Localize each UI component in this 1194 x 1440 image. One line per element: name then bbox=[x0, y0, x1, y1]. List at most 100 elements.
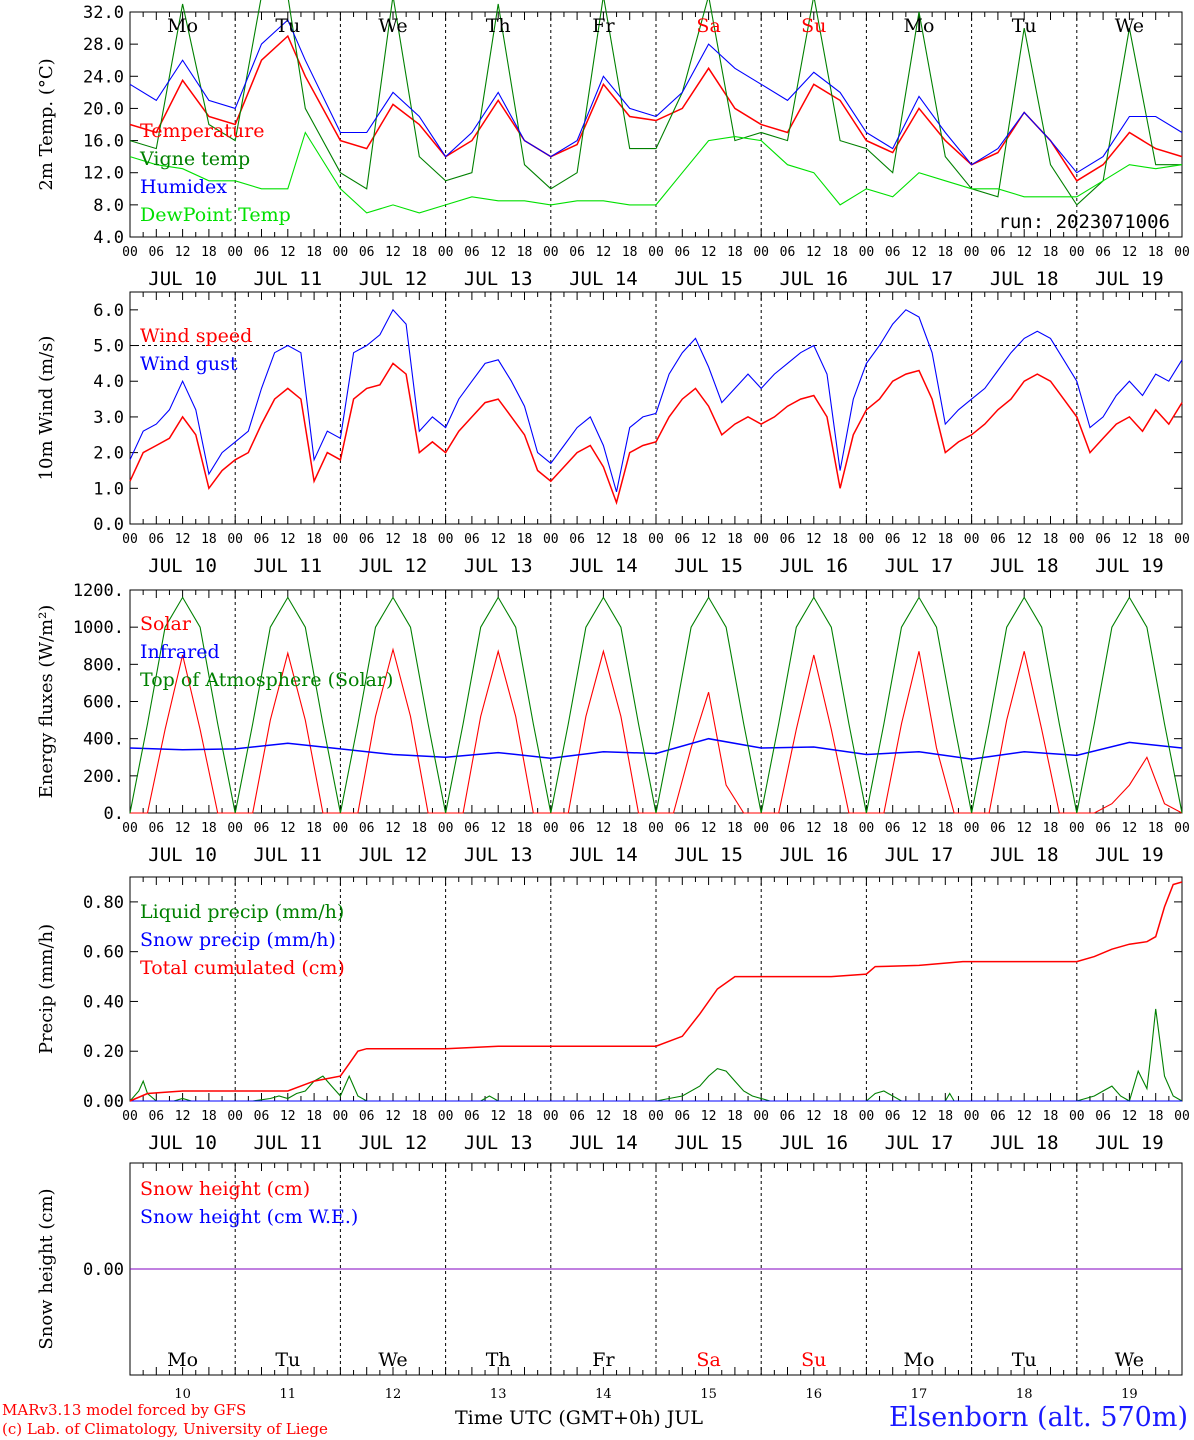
hour-tick-label: 06 bbox=[780, 1109, 796, 1124]
series-line bbox=[129, 131, 1183, 214]
date-label: JUL 14 bbox=[569, 268, 638, 290]
y-tick-label: 0.40 bbox=[83, 992, 124, 1012]
legend-entry: Vigne temp bbox=[139, 148, 250, 170]
hour-tick-label: 00 bbox=[333, 821, 349, 836]
y-tick-label: 0.20 bbox=[83, 1042, 124, 1062]
hour-tick-label: 18 bbox=[1043, 532, 1059, 547]
hour-tick-label: 18 bbox=[306, 1109, 322, 1124]
hour-tick-label: 18 bbox=[622, 532, 638, 547]
y-tick-label: 28.0 bbox=[83, 35, 124, 55]
date-label: JUL 16 bbox=[779, 1132, 848, 1154]
date-label: JUL 18 bbox=[990, 555, 1059, 577]
weekday-label: Mo bbox=[167, 15, 198, 37]
hour-tick-label: 12 bbox=[490, 532, 506, 547]
hour-tick-label: 18 bbox=[306, 532, 322, 547]
day-number-label: 12 bbox=[385, 1387, 402, 1400]
hour-tick-label: 18 bbox=[727, 245, 743, 260]
hour-tick-label: 06 bbox=[464, 821, 480, 836]
y-tick-label: 4.0 bbox=[93, 372, 124, 392]
y-tick-label: 1000. bbox=[73, 618, 124, 638]
date-label: JUL 12 bbox=[359, 844, 428, 866]
y-axis-label: Snow height (cm) bbox=[36, 1188, 57, 1349]
hour-tick-label: 18 bbox=[411, 532, 427, 547]
hour-tick-label: 12 bbox=[175, 245, 191, 260]
hour-tick-label: 12 bbox=[175, 1109, 191, 1124]
hour-tick-label: 00 bbox=[648, 1109, 664, 1124]
weekday-label: We bbox=[378, 15, 407, 37]
hour-tick-label: 06 bbox=[990, 532, 1006, 547]
hour-tick-label: 18 bbox=[517, 532, 533, 547]
hour-tick-label: 12 bbox=[175, 532, 191, 547]
hour-tick-label: 12 bbox=[701, 532, 717, 547]
run-label: run: 2023071006 bbox=[998, 211, 1170, 233]
hour-tick-label: 18 bbox=[1148, 532, 1164, 547]
hour-tick-label: 12 bbox=[596, 821, 612, 836]
hour-tick-label: 00 bbox=[543, 821, 559, 836]
hour-tick-label: 18 bbox=[832, 1109, 848, 1124]
day-number-label: 17 bbox=[911, 1387, 928, 1400]
hour-tick-label: 06 bbox=[885, 821, 901, 836]
legend-entry: Solar bbox=[140, 613, 192, 635]
hour-tick-label: 12 bbox=[911, 245, 927, 260]
y-tick-label: 2.0 bbox=[93, 444, 124, 464]
date-label: JUL 15 bbox=[674, 268, 743, 290]
hour-tick-label: 12 bbox=[385, 245, 401, 260]
hour-tick-label: 06 bbox=[569, 245, 585, 260]
y-tick-label: 8.0 bbox=[93, 196, 124, 216]
hour-tick-label: 18 bbox=[832, 532, 848, 547]
hour-tick-label: 06 bbox=[464, 245, 480, 260]
hour-tick-label: 00 bbox=[859, 245, 875, 260]
date-label: JUL 16 bbox=[779, 555, 848, 577]
y-tick-label: 4.0 bbox=[93, 228, 124, 248]
weekday-label: Tu bbox=[275, 15, 300, 37]
hour-tick-label: 18 bbox=[1148, 1109, 1164, 1124]
date-label: JUL 17 bbox=[885, 555, 954, 577]
hour-tick-label: 00 bbox=[859, 1109, 875, 1124]
weekday-label: We bbox=[1115, 1349, 1144, 1371]
hour-tick-label: 00 bbox=[1174, 532, 1190, 547]
date-label: JUL 10 bbox=[148, 268, 217, 290]
date-label: JUL 14 bbox=[569, 555, 638, 577]
y-tick-label: 32.0 bbox=[83, 3, 124, 23]
y-axis-label: Energy fluxes (W/m²) bbox=[36, 605, 57, 799]
date-label: JUL 19 bbox=[1095, 844, 1164, 866]
hour-tick-label: 18 bbox=[832, 245, 848, 260]
hour-tick-label: 00 bbox=[333, 532, 349, 547]
y-tick-label: 20.0 bbox=[83, 99, 124, 119]
series-line bbox=[129, 737, 1183, 760]
date-label: JUL 13 bbox=[464, 844, 533, 866]
day-number-label: 13 bbox=[490, 1387, 507, 1400]
date-label: JUL 15 bbox=[674, 844, 743, 866]
hour-tick-label: 00 bbox=[648, 532, 664, 547]
legend-entry: Wind speed bbox=[140, 325, 252, 347]
weekday-label: Th bbox=[486, 1349, 511, 1371]
y-tick-label: 0.80 bbox=[83, 893, 124, 913]
hour-tick-label: 00 bbox=[543, 245, 559, 260]
hour-tick-label: 18 bbox=[937, 245, 953, 260]
hour-tick-label: 06 bbox=[148, 1109, 164, 1124]
weekday-label: We bbox=[1115, 15, 1144, 37]
legend-entry: Snow height (cm W.E.) bbox=[140, 1206, 358, 1228]
hour-tick-label: 00 bbox=[438, 1109, 454, 1124]
hour-tick-label: 00 bbox=[1069, 1109, 1085, 1124]
hour-tick-label: 12 bbox=[490, 1109, 506, 1124]
hour-tick-label: 00 bbox=[859, 532, 875, 547]
legend-entry: Humidex bbox=[140, 176, 227, 198]
date-label: JUL 11 bbox=[253, 1132, 322, 1154]
hour-tick-label: 06 bbox=[990, 1109, 1006, 1124]
hour-tick-label: 06 bbox=[1095, 245, 1111, 260]
hour-tick-label: 12 bbox=[911, 532, 927, 547]
hour-tick-label: 00 bbox=[753, 532, 769, 547]
hour-tick-label: 12 bbox=[280, 532, 296, 547]
hour-tick-label: 00 bbox=[964, 532, 980, 547]
hour-tick-label: 00 bbox=[1069, 821, 1085, 836]
legend-entry: Total cumulated (cm) bbox=[140, 957, 345, 979]
hour-tick-label: 12 bbox=[806, 245, 822, 260]
date-label: JUL 13 bbox=[464, 268, 533, 290]
hour-tick-label: 18 bbox=[517, 245, 533, 260]
date-label: JUL 10 bbox=[148, 555, 217, 577]
hour-tick-label: 00 bbox=[859, 821, 875, 836]
hour-tick-label: 12 bbox=[385, 1109, 401, 1124]
legend-entry: Liquid precip (mm/h) bbox=[140, 901, 344, 923]
hour-tick-label: 12 bbox=[806, 821, 822, 836]
